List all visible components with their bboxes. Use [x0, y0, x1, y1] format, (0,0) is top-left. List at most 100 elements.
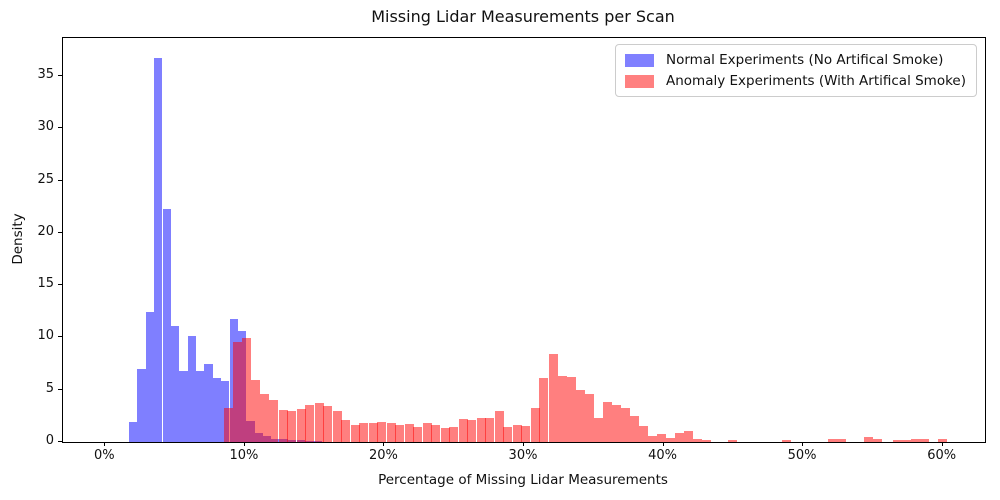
legend-box: Normal Experiments (No Artifical Smoke) …	[615, 44, 977, 97]
legend-item-anomaly: Anomaly Experiments (With Artifical Smok…	[625, 73, 966, 89]
anomaly-histogram-layer	[63, 38, 985, 442]
anomaly-histogram-bar	[305, 405, 315, 442]
x-tick-label: 50%	[787, 448, 817, 463]
y-tick-label: 25	[37, 171, 54, 187]
anomaly-histogram-bar	[782, 439, 792, 442]
anomaly-histogram-bar	[728, 439, 738, 442]
x-tick-label: 20%	[368, 448, 398, 463]
anomaly-histogram-bar	[539, 377, 549, 442]
normal-histogram-bar	[179, 370, 188, 442]
normal-histogram-bar	[137, 368, 146, 442]
anomaly-histogram-bar	[530, 407, 540, 442]
anomaly-histogram-bar	[449, 427, 459, 442]
anomaly-histogram-bar	[458, 419, 468, 442]
y-axis-label: Density	[10, 213, 26, 265]
x-tick-mark	[941, 442, 943, 446]
y-tick-label: 20	[37, 223, 54, 239]
y-tick-label: 35	[37, 67, 54, 82]
y-tick-mark	[58, 127, 62, 129]
anomaly-histogram-bar	[557, 376, 567, 442]
anomaly-histogram-bar	[413, 427, 423, 442]
anomaly-histogram-bar	[314, 403, 324, 442]
anomaly-histogram-bar	[476, 417, 486, 442]
normal-histogram-bar	[196, 370, 205, 442]
anomaly-histogram-bar	[422, 423, 432, 442]
legend-label-anomaly: Anomaly Experiments (With Artifical Smok…	[666, 73, 966, 89]
normal-histogram-bar	[162, 208, 171, 442]
anomaly-histogram-bar	[368, 422, 378, 442]
anomaly-histogram-bar	[647, 435, 657, 442]
anomaly-histogram-bar	[836, 439, 846, 442]
normal-histogram-bar	[187, 336, 196, 442]
x-tick-label: 30%	[508, 448, 538, 463]
anomaly-histogram-bar	[440, 428, 450, 442]
anomaly-histogram-bar	[620, 407, 630, 442]
anomaly-histogram-bar	[233, 341, 243, 442]
normal-histogram-bar	[212, 378, 222, 442]
anomaly-histogram-bar	[503, 427, 513, 442]
anomaly-series-swatch	[625, 74, 654, 88]
anomaly-histogram-bar	[584, 393, 594, 442]
x-tick-mark	[383, 442, 385, 446]
normal-histogram-bar	[204, 363, 213, 442]
legend-item-normal: Normal Experiments (No Artifical Smoke)	[625, 52, 966, 68]
y-tick-mark	[58, 441, 62, 442]
x-tick-mark	[243, 442, 245, 446]
anomaly-histogram-bar	[278, 409, 288, 442]
anomaly-histogram-bar	[467, 420, 477, 442]
anomaly-histogram-bar	[404, 423, 414, 442]
normal-histogram-bar	[170, 325, 180, 442]
anomaly-histogram-bar	[611, 405, 621, 442]
anomaly-histogram-bar	[701, 439, 711, 442]
x-tick-label: 40%	[648, 448, 678, 463]
anomaly-histogram-bar	[892, 439, 902, 442]
y-tick-label: 0	[45, 433, 54, 448]
anomaly-histogram-bar	[395, 425, 405, 442]
anomaly-histogram-bar	[341, 420, 351, 442]
y-tick-label: 15	[37, 276, 54, 292]
anomaly-histogram-bar	[377, 422, 387, 442]
anomaly-histogram-bar	[287, 410, 297, 442]
anomaly-histogram-bar	[872, 439, 882, 442]
y-tick-mark	[58, 75, 62, 76]
y-tick-mark	[58, 284, 62, 286]
anomaly-histogram-bar	[566, 377, 576, 442]
anomaly-histogram-bar	[494, 410, 504, 442]
x-tick-mark	[523, 442, 524, 446]
anomaly-histogram-bar	[575, 389, 585, 442]
plot-area	[62, 37, 986, 443]
anomaly-histogram-bar	[827, 439, 837, 442]
anomaly-histogram-bar	[674, 432, 684, 442]
x-tick-label: 60%	[927, 448, 957, 463]
anomaly-histogram-bar	[665, 437, 675, 442]
x-tick-label: 0%	[93, 448, 115, 463]
anomaly-histogram-bar	[548, 354, 558, 442]
anomaly-histogram-bar	[919, 439, 929, 442]
anomaly-histogram-bar	[901, 439, 911, 442]
x-axis-label: Percentage of Missing Lidar Measurements	[378, 472, 668, 488]
anomaly-histogram-bar	[629, 415, 639, 442]
normal-series-swatch	[625, 53, 654, 67]
anomaly-histogram-bar	[242, 338, 252, 442]
anomaly-histogram-bar	[224, 407, 234, 442]
anomaly-histogram-bar	[863, 436, 873, 442]
anomaly-histogram-bar	[386, 423, 396, 442]
anomaly-histogram-bar	[910, 439, 920, 442]
normal-histogram-bar	[154, 58, 163, 442]
x-tick-mark	[104, 442, 106, 446]
anomaly-histogram-bar	[638, 426, 648, 442]
anomaly-histogram-bar	[593, 417, 603, 442]
anomaly-histogram-bar	[251, 380, 261, 442]
x-tick-label: 10%	[229, 448, 259, 463]
anomaly-histogram-bar	[937, 438, 947, 442]
anomaly-histogram-bar	[656, 433, 666, 442]
anomaly-histogram-bar	[260, 393, 270, 442]
anomaly-histogram-bar	[431, 425, 441, 442]
x-tick-mark	[662, 442, 664, 446]
y-tick-mark	[58, 388, 62, 390]
y-tick-label: 10	[37, 328, 54, 344]
anomaly-histogram-bar	[512, 425, 522, 442]
y-tick-mark	[58, 231, 62, 233]
normal-histogram-bar	[145, 312, 155, 442]
